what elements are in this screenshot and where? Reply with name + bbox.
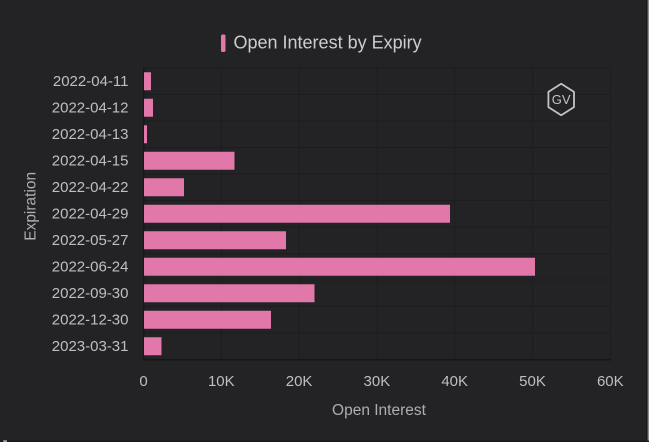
svg-text:2022-05-27: 2022-05-27 [52,232,129,249]
svg-text:2022-09-30: 2022-09-30 [52,285,129,302]
svg-text:0: 0 [139,373,147,390]
svg-text:Expiration: Expiration [22,172,39,241]
svg-text:40K: 40K [441,373,468,390]
svg-text:10K: 10K [208,373,235,390]
svg-text:2023-03-31: 2023-03-31 [52,338,129,355]
svg-text:2022-06-24: 2022-06-24 [52,258,129,275]
svg-text:2022-04-12: 2022-04-12 [52,99,129,116]
svg-text:2022-04-13: 2022-04-13 [52,126,129,143]
svg-text:50K: 50K [519,373,546,390]
svg-text:2022-04-15: 2022-04-15 [52,152,129,169]
svg-text:2022-12-30: 2022-12-30 [52,311,129,328]
svg-text:2022-04-22: 2022-04-22 [52,179,129,196]
svg-text:Open Interest: Open Interest [332,402,427,419]
svg-text:20K: 20K [286,373,313,390]
svg-text:60K: 60K [597,373,624,390]
svg-text:GV: GV [552,92,571,107]
svg-text:30K: 30K [364,373,391,390]
svg-text:2022-04-29: 2022-04-29 [52,205,129,222]
svg-text:Open Interest by Expiry: Open Interest by Expiry [234,33,422,53]
svg-text:2022-04-11: 2022-04-11 [53,73,129,90]
